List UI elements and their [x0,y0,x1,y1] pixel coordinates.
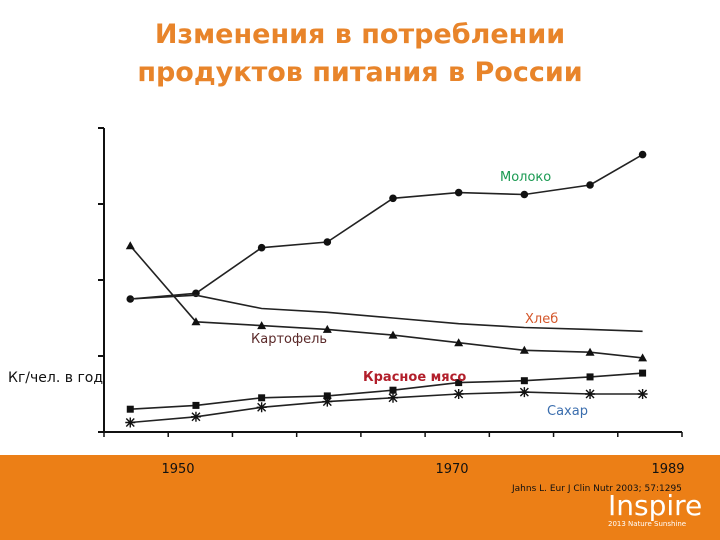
data-point-2-7 [585,347,595,356]
data-point-4-7 [585,389,596,399]
data-point-3-7 [586,373,594,381]
data-point-0-4 [389,194,397,203]
series-line-2 [129,245,643,359]
x-tick-label-0: 1950 [161,462,195,477]
title-line-1: Изменения в потреблении [154,19,566,50]
series-label-3: Красное мясо [363,370,466,385]
data-point-2-4 [388,330,398,339]
data-point-2-6 [519,345,529,354]
citation-text: Jahns L. Eur J Clin Nutr 2003; 57:1295 [512,484,682,494]
footer-bar [0,455,720,540]
data-point-4-8 [637,389,648,399]
data-point-0-6 [520,190,529,199]
x-tick-label-2: 1989 [651,462,685,477]
brand-tagline: 2013 Nature Sunshine [608,520,687,528]
data-point-4-6 [519,387,530,398]
data-point-3-5 [455,379,463,387]
series-line-1 [130,294,643,333]
data-point-4-1 [190,411,201,422]
series-label-1: Хлеб [525,312,558,327]
line-chart: Молоко Хлеб Картофель Красное мясо Сахар [98,127,683,437]
series-label-4: Сахар [547,404,588,419]
data-point-4-2 [256,402,267,413]
data-point-0-7 [586,181,594,189]
title-line-2: продуктов питания в России [137,57,583,88]
x-tick-label-1: 1970 [435,462,469,477]
data-point-4-4 [388,392,398,403]
data-point-2-5 [454,338,464,347]
data-point-3-2 [258,394,266,402]
data-point-4-3 [322,396,333,407]
data-point-0-2 [257,243,266,252]
y-axis-label: Кг/чел. в год [8,370,104,386]
data-point-4-0 [125,417,136,428]
data-point-4-5 [453,389,464,399]
data-point-3-3 [323,392,331,400]
data-point-0-8 [638,150,647,159]
brand-name: Inspire [608,489,703,522]
series-line-0 [130,153,643,300]
data-point-3-0 [126,405,134,413]
data-point-3-4 [389,386,397,394]
data-point-3-8 [639,369,647,377]
data-point-3-1 [192,401,200,409]
data-point-2-1 [191,317,201,326]
data-point-2-3 [322,324,332,333]
data-point-0-3 [323,238,332,246]
data-point-2-2 [257,321,267,330]
data-point-3-6 [520,377,528,385]
data-point-2-8 [638,353,648,362]
slide-title: Изменения в потреблении продуктов питани… [0,16,720,92]
series-label-0: Молоко [500,170,551,185]
data-point-2-0 [125,241,135,250]
brand-logo: Inspire 2013 Nature Sunshine [608,492,702,529]
series-label-2: Картофель [251,332,327,347]
data-point-0-5 [454,188,463,197]
